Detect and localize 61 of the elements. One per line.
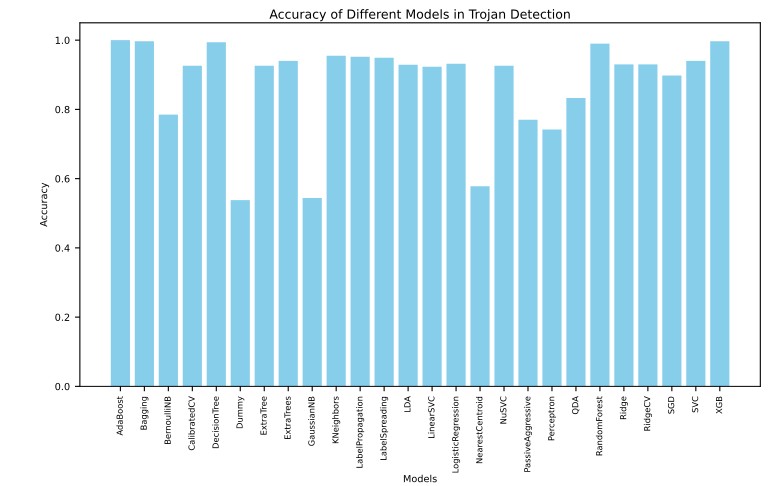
- bar: [614, 64, 634, 386]
- bar: [662, 75, 682, 386]
- bar: [206, 42, 226, 386]
- bar: [302, 198, 322, 386]
- x-tick-label: CalibratedCV: [188, 396, 195, 450]
- x-tick-label: RandomForest: [596, 396, 602, 456]
- bar: [182, 66, 202, 386]
- x-tick-label: LabelSpreading: [380, 396, 388, 460]
- y-tick-label: 0.2: [55, 314, 70, 321]
- x-tick-label: Ridge: [620, 396, 628, 420]
- y-axis-title: Accuracy: [40, 182, 50, 227]
- bar: [686, 60, 706, 386]
- y-tick-label: 0.0: [55, 382, 70, 390]
- x-axis-title: Models: [404, 474, 437, 482]
- bar: [710, 41, 730, 386]
- bar: [230, 200, 250, 386]
- bar: [542, 129, 562, 386]
- bar: [494, 66, 514, 386]
- x-tick-label: LinearSVC: [428, 396, 434, 438]
- x-tick-label: NuSVC: [500, 396, 506, 424]
- y-tick-label: 1.0: [56, 36, 70, 44]
- bar: [350, 56, 370, 386]
- bar: [590, 44, 610, 386]
- bar: [374, 58, 394, 386]
- x-tick-label: Dummy: [236, 396, 244, 428]
- x-tick-label: ExtraTree: [260, 396, 267, 435]
- x-tick-label: AdaBoost: [116, 396, 123, 436]
- y-tick-label: 0.4: [55, 244, 70, 252]
- x-tick-label: RidgeCV: [644, 396, 652, 431]
- x-tick-label: NearestCentroid: [476, 396, 482, 464]
- y-tick-label: 0.8: [55, 106, 70, 114]
- bar: [566, 98, 586, 386]
- x-tick-label: BernoulliNB: [164, 396, 171, 444]
- bar: [254, 66, 274, 386]
- x-tick-label: Bagging: [140, 396, 148, 430]
- bar: [398, 64, 418, 386]
- x-tick-label: LogisticRegression: [452, 396, 460, 473]
- x-tick-label: LDA: [404, 396, 410, 412]
- bar: [446, 64, 466, 386]
- y-tick-label: 0.6: [55, 175, 70, 182]
- x-tick-label: ExtraTrees: [284, 396, 291, 439]
- bar: [326, 56, 346, 386]
- bar: [278, 60, 298, 386]
- x-tick-label: LabelPropagation: [356, 396, 364, 468]
- x-tick-label: DecisionTree: [212, 396, 219, 448]
- x-tick-label: SGD: [668, 396, 674, 414]
- bar: [422, 66, 442, 386]
- bar: [110, 40, 130, 386]
- x-tick-label: Perceptron: [548, 396, 556, 440]
- x-tick-label: PassiveAggressive: [524, 396, 532, 472]
- x-tick-label: GaussianNB: [308, 396, 315, 446]
- bar: [638, 64, 658, 386]
- bar: [470, 186, 490, 386]
- x-tick-label: KNeighbors: [332, 396, 340, 444]
- bar: [518, 120, 538, 386]
- bar: [134, 41, 154, 386]
- x-tick-label: QDA: [572, 396, 580, 414]
- x-tick-label: XGB: [716, 396, 722, 414]
- bar: [158, 114, 178, 386]
- x-tick-label: SVC: [692, 396, 698, 412]
- chart-title: Accuracy of Different Models in Trojan Detection: [269, 9, 570, 22]
